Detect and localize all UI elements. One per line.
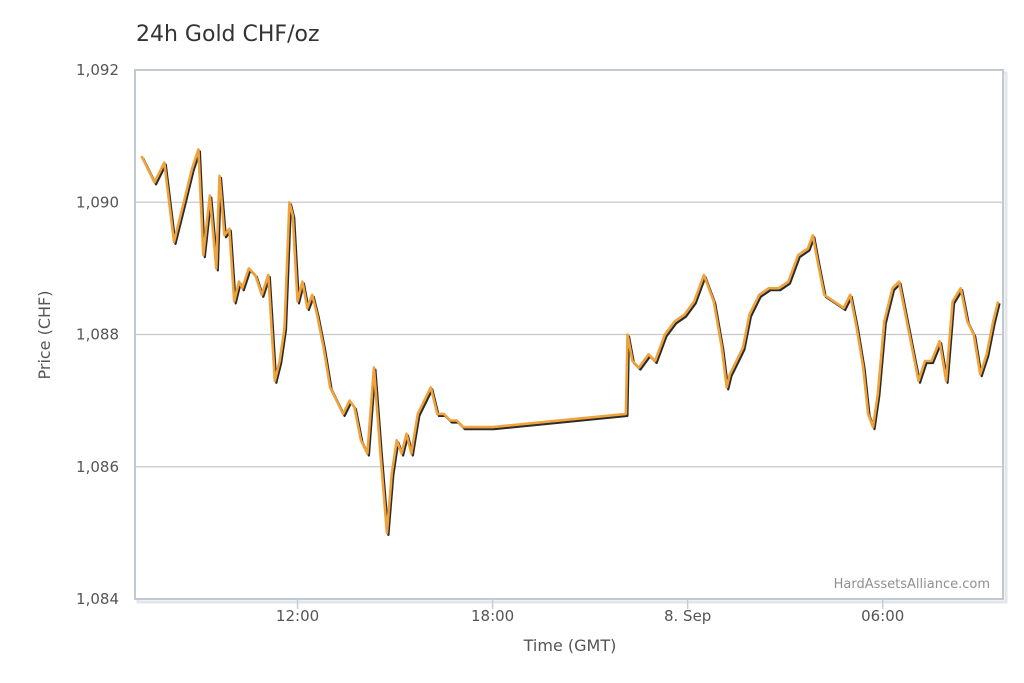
y-tick-label: 1,092 xyxy=(76,61,119,79)
x-tick-label: 12:00 xyxy=(276,607,319,625)
chart-title: 24h Gold CHF/oz xyxy=(136,22,320,47)
series-line xyxy=(140,148,1000,535)
y-tick-label: 1,088 xyxy=(76,326,119,344)
x-tick-label: 06:00 xyxy=(861,607,904,625)
y-tick-label: 1,086 xyxy=(76,458,119,476)
plot-area xyxy=(134,69,1008,604)
x-axis-title: Time (GMT) xyxy=(523,636,617,655)
x-tick-label: 8. Sep xyxy=(664,607,711,625)
x-tick-label: 18:00 xyxy=(471,607,514,625)
y-axis-title: Price (CHF) xyxy=(35,290,54,379)
x-axis: 12:00 18:00 8. Sep 06:00 xyxy=(276,599,904,625)
y-axis: 1,084 1,086 1,088 1,090 1,092 xyxy=(76,61,119,608)
y-tick-label: 1,084 xyxy=(76,590,119,608)
y-tick-label: 1,090 xyxy=(76,193,119,211)
credit-text: HardAssetsAlliance.com xyxy=(834,577,990,592)
